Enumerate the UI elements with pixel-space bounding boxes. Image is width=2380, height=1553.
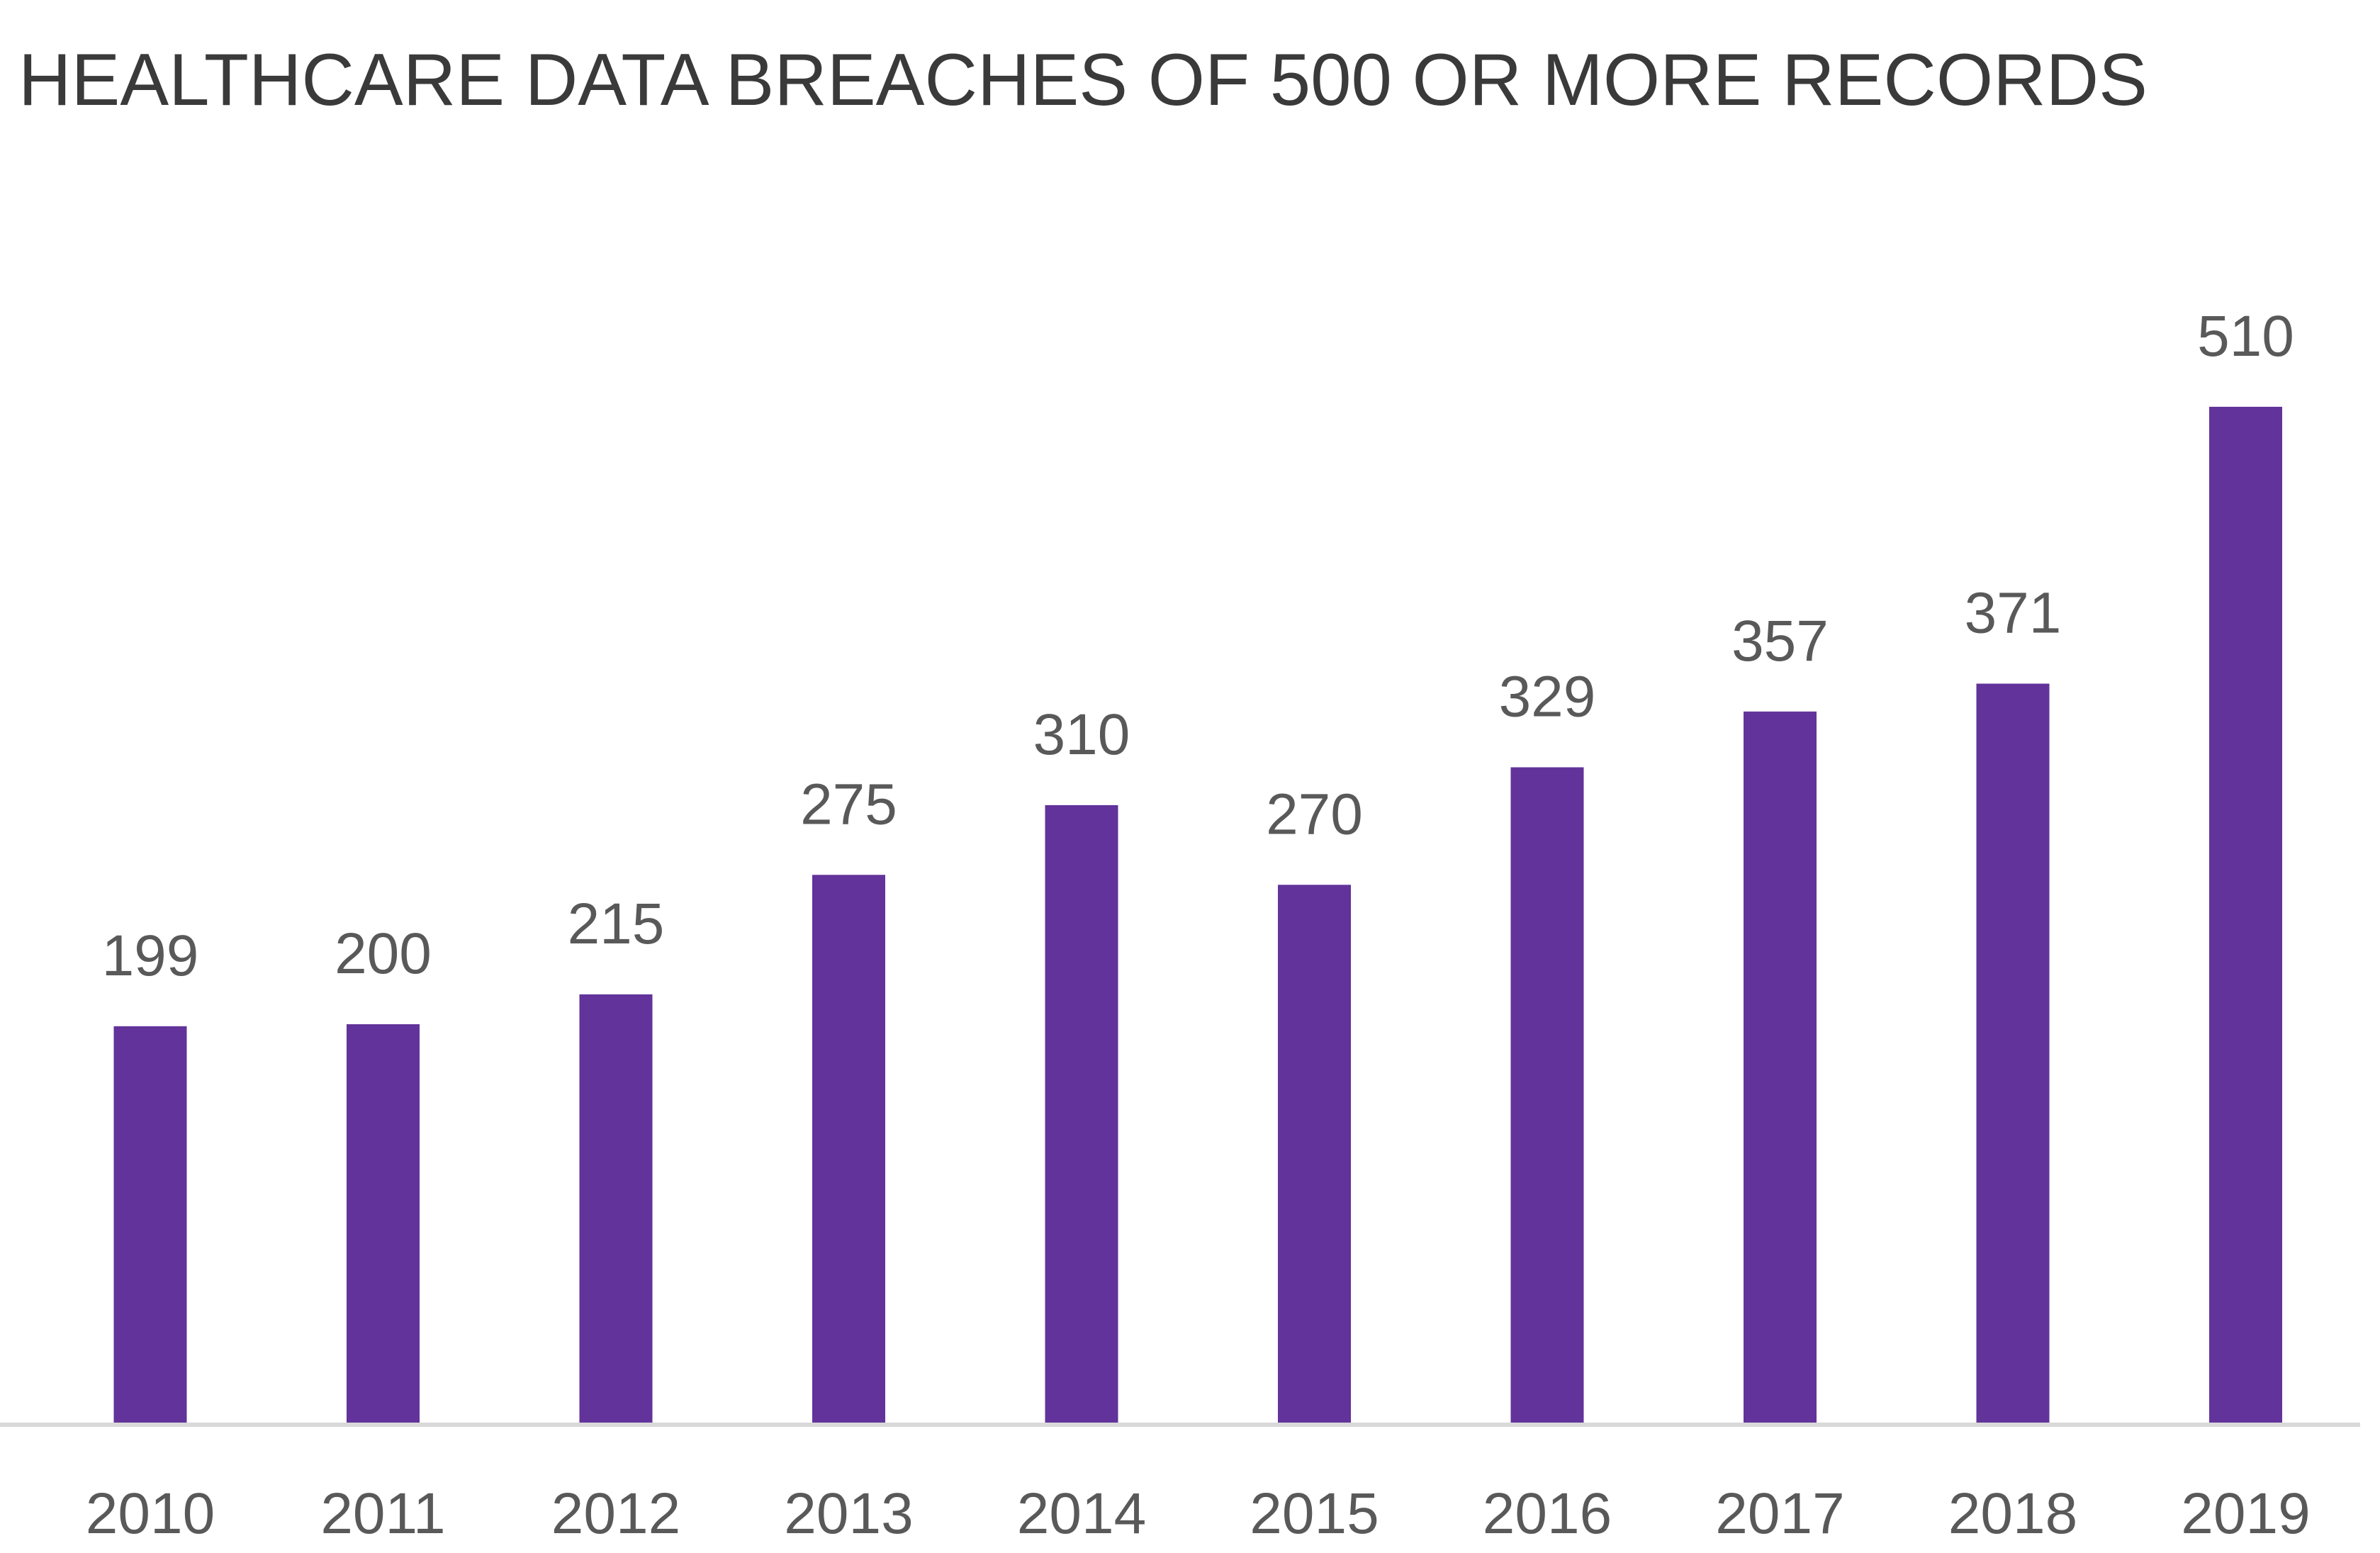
bar-2013	[812, 875, 885, 1423]
x-tick-label-2010: 2010	[86, 1481, 215, 1546]
bar-2010	[113, 1026, 187, 1423]
value-label-2011: 200	[335, 921, 432, 986]
chart-title: HEALTHCARE DATA BREACHES OF 500 OR MORE …	[18, 39, 2148, 121]
bar-2012	[579, 994, 653, 1423]
value-label-2013: 275	[800, 772, 897, 836]
value-label-2016: 329	[1499, 665, 1596, 729]
value-label-2010: 199	[102, 924, 199, 988]
bar-2019	[2209, 406, 2282, 1423]
x-tick-label-2011: 2011	[320, 1481, 445, 1546]
value-label-2012: 215	[568, 892, 665, 956]
bar-2018	[1976, 683, 2050, 1423]
x-tick-label-2017: 2017	[1715, 1481, 1844, 1546]
x-tick-label-2018: 2018	[1948, 1481, 2077, 1546]
bar-2014	[1045, 804, 1118, 1423]
value-label-2015: 270	[1266, 782, 1363, 846]
value-label-2018: 371	[1965, 581, 2062, 645]
x-tick-labels-group: 2010 2011 2012 2013 2014 2015 2016 2017 2018 2019	[86, 1481, 2311, 1546]
bar-2017	[1744, 711, 1817, 1423]
x-tick-label-2016: 2016	[1483, 1481, 1612, 1546]
value-labels-group: 199 200 215 275 310 270 329 357 371 510	[102, 304, 2294, 988]
x-tick-label-2014: 2014	[1017, 1481, 1146, 1546]
bar-2011	[347, 1024, 420, 1423]
value-label-2014: 310	[1033, 702, 1130, 767]
x-tick-label-2015: 2015	[1250, 1481, 1379, 1546]
x-tick-label-2013: 2013	[784, 1481, 913, 1546]
bars-group	[113, 406, 2282, 1423]
x-tick-label-2012: 2012	[551, 1481, 680, 1546]
x-tick-label-2019: 2019	[2181, 1481, 2310, 1546]
bar-2016	[1510, 767, 1584, 1423]
value-label-2019: 510	[2197, 304, 2294, 369]
bar-2015	[1278, 885, 1351, 1423]
value-label-2017: 357	[1731, 609, 1829, 673]
